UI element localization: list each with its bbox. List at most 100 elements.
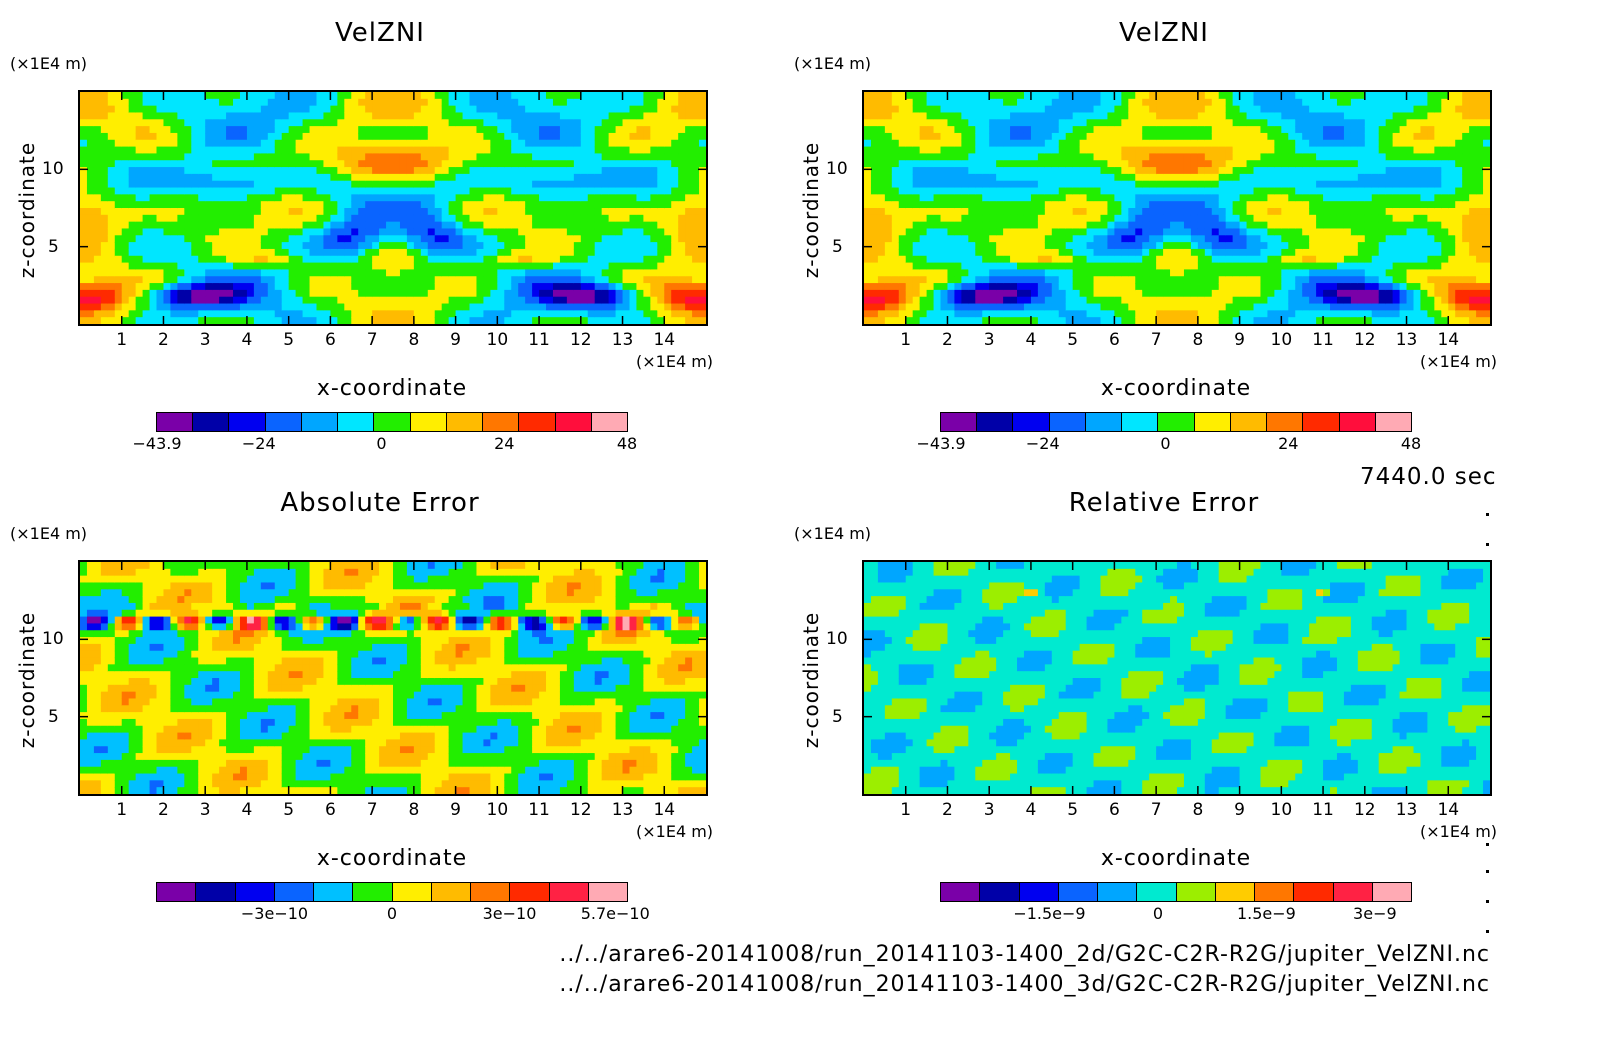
heatmap-cell: [615, 119, 624, 127]
heatmap-cell: [330, 303, 338, 311]
heatmap-cell: [1197, 283, 1206, 291]
heatmap-cell: [622, 228, 631, 236]
heatmap-cell: [1058, 146, 1067, 155]
heatmap-cell: [441, 276, 450, 284]
heatmap-cell: [469, 119, 478, 127]
heatmap-cell: [483, 296, 491, 305]
heatmap-cell: [316, 92, 325, 100]
heatmap-cell: [1017, 153, 1025, 161]
heatmap-cell: [580, 167, 589, 175]
heatmap-cell: [455, 248, 464, 257]
heatmap-cell: [156, 283, 165, 291]
heatmap-cell: [933, 187, 942, 195]
heatmap-cell: [434, 296, 443, 305]
heatmap-cell: [685, 201, 693, 209]
heatmap-cell: [870, 262, 879, 271]
heatmap-cell: [219, 119, 227, 127]
heatmap-cell: [1010, 132, 1018, 141]
heatmap-cell: [898, 228, 907, 236]
heatmap-cell: [1135, 310, 1143, 318]
heatmap-cell: [884, 208, 893, 216]
heatmap-cell: [337, 132, 345, 141]
heatmap-cell: [226, 269, 234, 277]
heatmap-cell: [1204, 119, 1213, 127]
heatmap-cell: [344, 317, 352, 324]
heatmap-cell: [1142, 235, 1150, 243]
heatmap-cell: [1065, 276, 1074, 284]
heatmap-cell: [1044, 180, 1053, 189]
heatmap-cell: [448, 310, 457, 318]
heatmap-cell: [295, 214, 304, 223]
heatmap-cell: [968, 248, 976, 257]
heatmap-cell: [107, 146, 116, 155]
heatmap-cell: [919, 248, 928, 257]
heatmap-cell: [351, 112, 359, 120]
heatmap-cell: [1051, 255, 1060, 264]
heatmap-cell: [559, 296, 568, 305]
heatmap-cell: [1149, 248, 1157, 257]
heatmap-cell: [587, 132, 596, 141]
heatmap-cell: [1037, 283, 1046, 291]
heatmap-cell: [93, 173, 102, 182]
heatmap-cell: [455, 112, 464, 120]
heatmap-cell: [573, 303, 582, 311]
heatmap-cell: [386, 283, 394, 291]
heatmap-cell: [968, 119, 976, 127]
heatmap-cell: [1142, 310, 1150, 318]
heatmap-cell: [912, 248, 921, 257]
heatmap-cell: [379, 262, 387, 271]
heatmap-cell: [1170, 296, 1178, 305]
heatmap-cell: [926, 242, 935, 250]
x-tick-label: 1: [116, 330, 128, 350]
heatmap-cell: [1107, 242, 1115, 250]
heatmap-cell: [664, 221, 672, 230]
heatmap-cell: [685, 317, 693, 324]
heatmap-cell: [1037, 119, 1046, 127]
heatmap-cell: [685, 214, 693, 223]
heatmap-cell: [1037, 248, 1046, 257]
heatmap-cell: [476, 98, 485, 107]
heatmap-cell: [441, 255, 450, 264]
heatmap-cell: [587, 276, 596, 284]
heatmap-cell: [239, 92, 248, 100]
heatmap-cell: [476, 139, 485, 148]
heatmap-cell: [386, 310, 394, 318]
heatmap-cell: [601, 310, 610, 318]
heatmap-cell: [191, 262, 199, 271]
heatmap-cell: [267, 242, 276, 250]
heatmap-cell: [205, 173, 213, 182]
heatmap-cell: [905, 269, 914, 277]
heatmap-cell: [246, 167, 255, 175]
heatmap-cell: [657, 146, 665, 155]
heatmap-cell: [622, 269, 631, 277]
heatmap-cell: [1072, 276, 1081, 284]
heatmap-cell: [664, 255, 672, 264]
heatmap-cell: [1017, 276, 1025, 284]
heatmap-cell: [968, 98, 976, 107]
heatmap-cell: [870, 187, 879, 195]
heatmap-cell: [260, 228, 269, 236]
heatmap-cell: [1044, 167, 1053, 175]
heatmap-cell: [1225, 296, 1234, 305]
heatmap-cell: [1163, 317, 1171, 324]
heatmap-cell: [1058, 194, 1067, 202]
heatmap-cell: [114, 310, 123, 318]
heatmap-cell: [281, 201, 290, 209]
heatmap-cell: [518, 105, 526, 114]
heatmap-cell: [1100, 132, 1109, 141]
heatmap-cell: [692, 119, 700, 127]
heatmap-cell: [552, 139, 561, 148]
heatmap-cell: [420, 153, 429, 161]
heatmap-cell: [184, 139, 192, 148]
heatmap-cell: [413, 289, 422, 298]
heatmap-cell: [1197, 119, 1206, 127]
heatmap-cell: [420, 214, 429, 223]
heatmap-cell: [975, 317, 983, 324]
heatmap-cell: [198, 296, 206, 305]
heatmap-cell: [532, 153, 540, 161]
heatmap-cell: [532, 105, 540, 114]
heatmap-cell: [1204, 208, 1213, 216]
heatmap-cell: [191, 201, 199, 209]
heatmap-cell: [93, 228, 102, 236]
heatmap-cell: [1177, 269, 1185, 277]
